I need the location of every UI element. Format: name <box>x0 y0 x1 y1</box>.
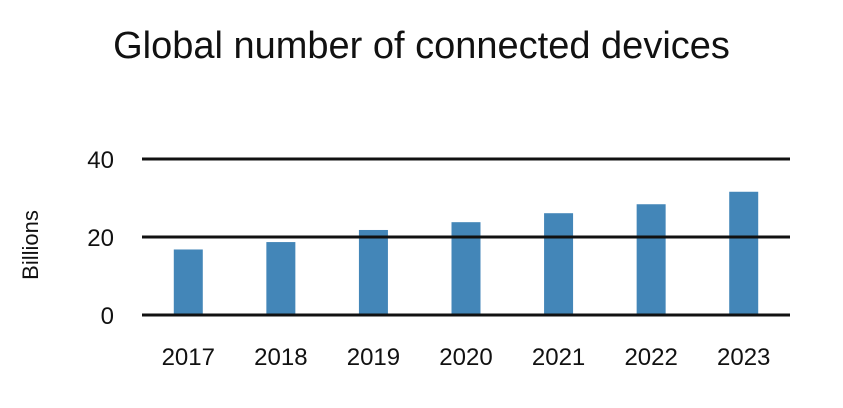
y-tick-label: 0 <box>101 303 114 330</box>
bar-2018 <box>266 242 296 315</box>
x-tick-label: 2017 <box>162 344 215 371</box>
y-tick-label: 40 <box>87 147 114 174</box>
bar-2019 <box>358 229 388 315</box>
bars <box>173 191 759 315</box>
x-tick-label: 2020 <box>439 344 492 371</box>
chart-title: Global number of connected devices <box>113 25 730 67</box>
bar-2017 <box>173 249 203 315</box>
x-tick-label: 2018 <box>254 344 307 371</box>
x-tick-labels: 2017 2018 2019 2020 2021 2022 2023 <box>162 344 771 371</box>
x-tick-label: 2023 <box>717 344 770 371</box>
x-tick-label: 2021 <box>532 344 585 371</box>
bar-2022 <box>636 204 666 315</box>
x-tick-label: 2019 <box>347 344 400 371</box>
bar-2021 <box>544 213 574 315</box>
y-tick-label: 20 <box>87 225 114 252</box>
y-tick-labels: 0 20 40 <box>87 147 114 330</box>
bar-2023 <box>729 191 759 315</box>
gridlines-overlay <box>142 157 790 317</box>
x-tick-label: 2022 <box>624 344 677 371</box>
